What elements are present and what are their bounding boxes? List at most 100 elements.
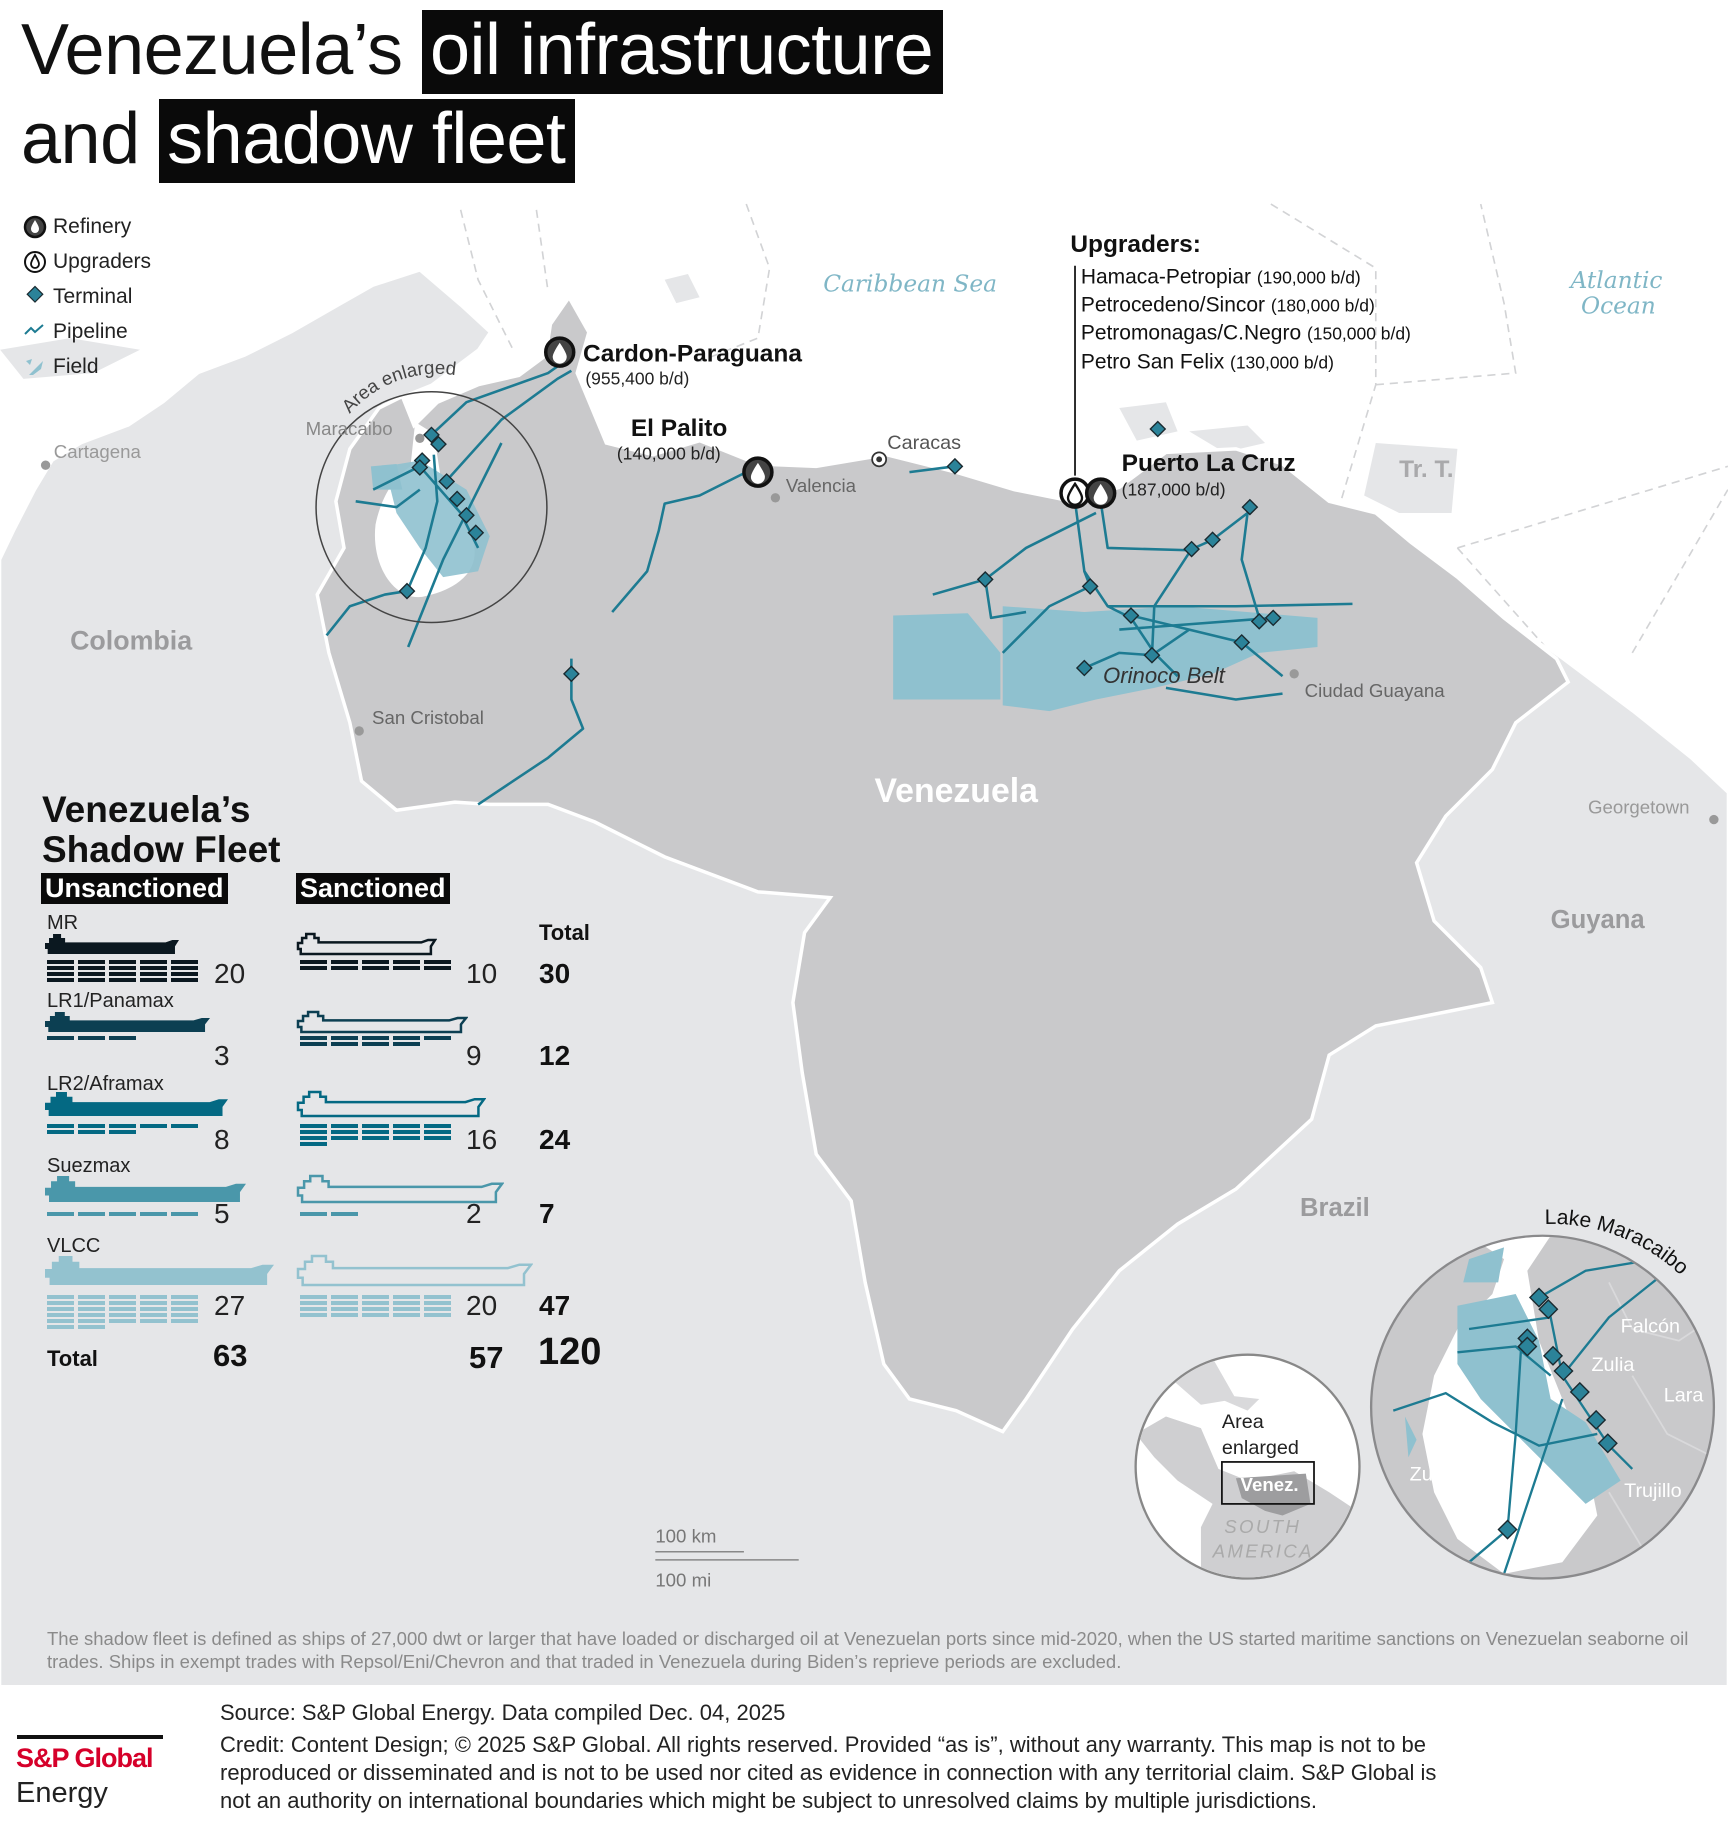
ship-dash <box>424 1307 451 1311</box>
ship-sanctioned-icon <box>296 1090 486 1118</box>
legend-item-field: Field <box>23 355 99 379</box>
ship-dash <box>78 1307 105 1311</box>
ship-dash <box>331 1212 358 1216</box>
refinery-name: Puerto La Cruz <box>1122 450 1296 477</box>
ship-dash <box>424 960 451 964</box>
city-dots <box>40 433 1719 825</box>
terminal-icon[interactable] <box>448 490 466 508</box>
inset-region-label: Zulia <box>1591 1354 1635 1376</box>
terminal-icon[interactable] <box>1586 1409 1607 1431</box>
sea-label-ocean: Ocean <box>1581 293 1656 320</box>
ship-dash <box>393 960 420 964</box>
legend-item-terminal: Terminal <box>23 285 132 309</box>
inset-region-label: Falcón <box>1621 1316 1680 1338</box>
terminal-icon[interactable] <box>1597 1433 1618 1454</box>
ship-dash <box>109 1313 136 1317</box>
terminal-icon[interactable] <box>423 426 440 444</box>
ship-dash <box>424 1301 451 1305</box>
ship-dash <box>47 1212 74 1216</box>
ship-dash <box>171 1295 198 1299</box>
terminal-icon[interactable] <box>438 473 456 490</box>
ship-dash <box>331 966 358 970</box>
upgrader-icon[interactable] <box>1059 477 1091 509</box>
terminal-icon[interactable] <box>1143 646 1161 664</box>
terminal-icon[interactable] <box>1517 1336 1538 1357</box>
legend-item-upgraders: Upgraders <box>23 250 151 274</box>
vessel-class-label: LR1/Panamax <box>47 990 174 1012</box>
terminal-icon[interactable] <box>1204 531 1221 549</box>
terminal-icon[interactable] <box>411 459 429 476</box>
unsanctioned-count: 20 <box>214 958 246 989</box>
ship-dash <box>78 1124 105 1128</box>
terminal-icon[interactable] <box>976 571 994 588</box>
terminal-icon[interactable] <box>1183 540 1201 558</box>
refinery-puerto-la-cruz-icon[interactable] <box>1084 477 1117 509</box>
terminal-icon[interactable] <box>1250 612 1268 630</box>
upgrader-item: Petromonagas/C.Negro (150,000 b/d) <box>1081 321 1411 344</box>
terminal-icon[interactable] <box>458 506 475 524</box>
legend-label: Pipeline <box>53 320 128 343</box>
terminal-icon[interactable] <box>430 435 447 453</box>
ship-dash <box>424 1124 451 1128</box>
terminal-icon[interactable] <box>1081 577 1099 595</box>
city-caracas: Caracas <box>887 432 961 454</box>
ship-dash <box>171 1301 198 1305</box>
country-brazil: Brazil <box>1300 1194 1370 1222</box>
terminal-icon[interactable] <box>1538 1299 1559 1320</box>
terminal-icon[interactable] <box>1497 1519 1518 1540</box>
terminal-icon[interactable] <box>467 524 485 542</box>
ship-dash <box>47 1036 74 1040</box>
terminal-icon[interactable] <box>1569 1381 1590 1403</box>
ship-dash <box>424 1313 451 1317</box>
title-highlight: shadow fleet <box>159 99 576 183</box>
refinery-cardon-icon[interactable] <box>543 336 576 368</box>
ship-dash <box>140 960 167 964</box>
sanctioned-count: 20 <box>466 1290 498 1321</box>
upgrader-item: Petro San Felix (130,000 b/d) <box>1081 350 1334 373</box>
terminal-icon[interactable] <box>1122 607 1140 624</box>
ship-dash <box>78 1313 105 1317</box>
ship-dash <box>78 1325 105 1329</box>
terminal-icon[interactable] <box>398 582 416 600</box>
terminal-icon[interactable] <box>562 665 580 683</box>
ship-dash <box>140 1313 167 1317</box>
terminal-icon[interactable] <box>1528 1287 1550 1308</box>
terminal-icon[interactable] <box>1553 1360 1574 1382</box>
ship-dash <box>78 978 105 982</box>
city-maracaibo: Maracaibo <box>306 418 393 439</box>
ship-dash <box>78 1319 105 1323</box>
ship-dash <box>300 1136 327 1140</box>
terminal-icon[interactable] <box>1233 633 1251 651</box>
ship-dash <box>47 978 74 982</box>
ship-dash <box>171 1319 198 1323</box>
terminal-icon[interactable] <box>1241 498 1259 516</box>
terminal-icon[interactable] <box>1075 659 1093 677</box>
terminal-icon[interactable] <box>1542 1345 1564 1366</box>
ship-dash <box>109 966 136 970</box>
ship-unsanctioned-icon <box>45 934 179 954</box>
totals-label: Total <box>47 1346 98 1371</box>
logo-sp-global: S&P Global <box>16 1743 154 1773</box>
pipeline-icon <box>24 324 44 335</box>
terminal-icon[interactable] <box>946 457 964 475</box>
terminal-icon[interactable] <box>1149 420 1167 438</box>
country-colombia: Colombia <box>70 625 193 655</box>
logo-bar <box>17 1735 163 1739</box>
field-icon <box>26 359 43 375</box>
ship-dash <box>362 1042 389 1046</box>
ship-dash <box>109 1036 136 1040</box>
logo-energy: Energy <box>16 1777 108 1809</box>
refinery-el-palito-icon[interactable] <box>742 456 774 488</box>
ship-dash <box>140 1124 167 1128</box>
ship-dash <box>109 1130 136 1134</box>
ship-dash <box>300 1295 327 1299</box>
ship-sanctioned-icon <box>296 1254 533 1287</box>
refinery-name: Cardon-Paraguana <box>583 340 802 367</box>
ship-dash <box>331 1042 358 1046</box>
ship-dash <box>47 1295 74 1299</box>
terminal-icon[interactable] <box>1264 609 1282 627</box>
ship-dash <box>109 978 136 982</box>
ship-dash <box>331 960 358 964</box>
ship-sanctioned-icon <box>296 1174 504 1204</box>
